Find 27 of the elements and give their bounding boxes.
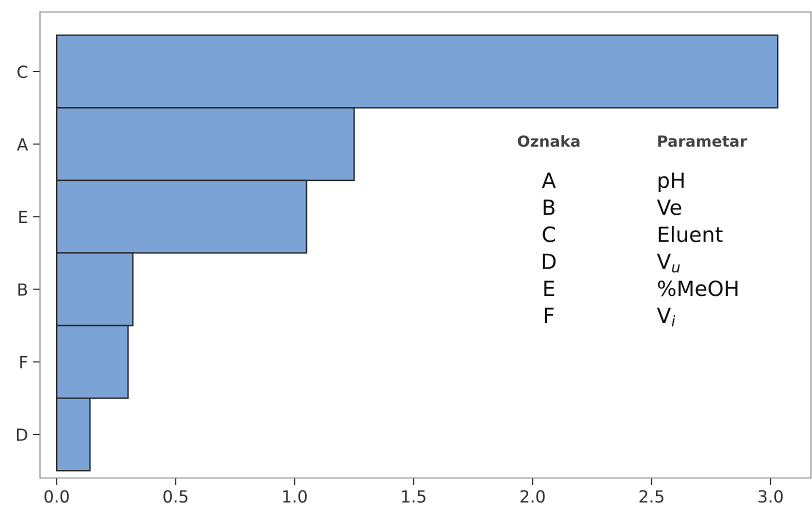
y-tick-label: C [17,65,28,78]
y-tick-label: D [16,428,28,441]
y-tick-label: F [20,356,28,368]
x-tick-label: 2.5 [640,490,664,503]
annotation: pH [658,172,684,192]
annotation: V$_{i}$ [656,308,676,326]
x-tick-label: 0.0 [44,490,69,503]
x-tick-label: 0.5 [163,490,188,503]
annotation: E [544,280,554,296]
y-tick-label: E [19,210,28,224]
annotation: Eluent [658,226,723,242]
annotation: A [542,172,556,188]
x-tick-label: 2.0 [520,490,545,503]
y-tick-label: A [16,138,28,150]
annotation: B [544,200,555,215]
x-tick-label: 1.0 [283,490,307,503]
y-tick-label: B [18,283,28,296]
annotation: Ve [656,200,682,216]
annotation: %MeOH [658,280,738,296]
x-tick-label: 1.5 [402,490,426,503]
annotation: Parametar [658,136,748,147]
annotation: D [542,254,556,269]
x-tick-label: 3.0 [758,490,783,503]
annotation: C [542,226,556,242]
annotation: F [544,308,554,323]
annotation: V$_{u}$ [656,254,680,273]
annotation: Oznaka [518,135,580,147]
